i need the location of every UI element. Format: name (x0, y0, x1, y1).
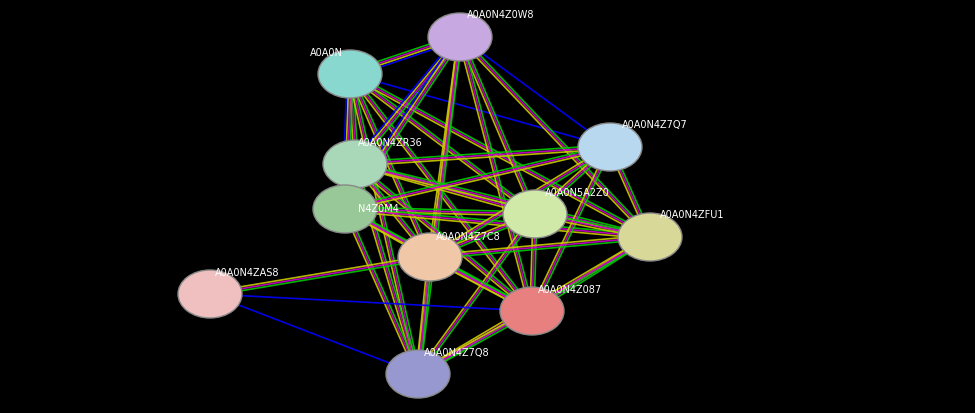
Ellipse shape (386, 350, 450, 398)
Text: A0A0N4Z087: A0A0N4Z087 (538, 284, 603, 294)
Ellipse shape (323, 141, 387, 189)
Text: A0A0N4Z7Q7: A0A0N4Z7Q7 (622, 120, 687, 130)
Text: A0A0N5A2Z0: A0A0N5A2Z0 (545, 188, 609, 197)
Text: A0A0N4Z7Q8: A0A0N4Z7Q8 (424, 347, 489, 357)
Ellipse shape (503, 190, 567, 238)
Ellipse shape (313, 185, 377, 233)
Ellipse shape (398, 233, 462, 281)
Ellipse shape (500, 287, 564, 335)
Text: A0A0N4ZAS8: A0A0N4ZAS8 (215, 267, 280, 277)
Text: A0A0N4ZFU1: A0A0N4ZFU1 (660, 209, 724, 219)
Ellipse shape (428, 14, 492, 62)
Ellipse shape (578, 124, 642, 171)
Text: A0A0N: A0A0N (310, 48, 343, 58)
Text: A0A0N4Z7C8: A0A0N4Z7C8 (436, 231, 501, 242)
Text: A0A0N4Z0W8: A0A0N4Z0W8 (467, 10, 534, 20)
Ellipse shape (318, 51, 382, 99)
Text: N4Z0M4: N4Z0M4 (358, 204, 399, 214)
Ellipse shape (618, 214, 682, 261)
Text: A0A0N4ZR36: A0A0N4ZR36 (358, 138, 423, 147)
Ellipse shape (178, 271, 242, 318)
